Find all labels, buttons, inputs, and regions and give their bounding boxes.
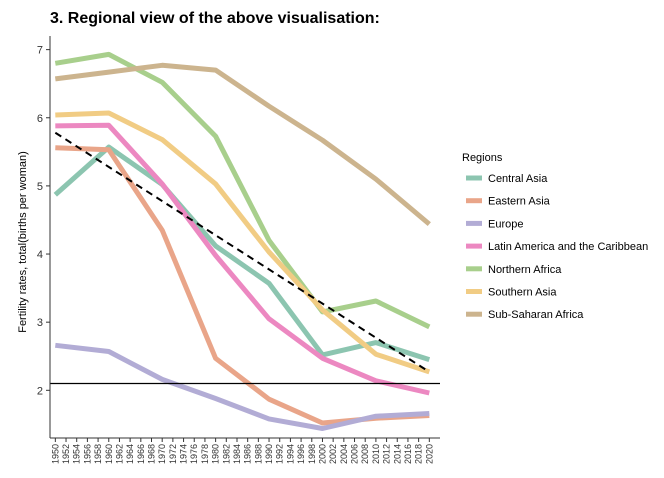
- x-tick-label: 2010: [371, 444, 381, 464]
- x-tick-label: 1984: [232, 444, 242, 464]
- legend-label-1: Eastern Asia: [488, 196, 551, 208]
- legend: Regions Central Asia Eastern Asia Europe Lat…: [462, 152, 648, 321]
- series-line-6: [54, 62, 431, 227]
- x-tick-label: 1964: [125, 444, 135, 464]
- x-tick-label: 1966: [136, 444, 146, 464]
- legend-label-6: Sub-Saharan Africa: [488, 309, 584, 321]
- x-tick-label: 1968: [147, 444, 157, 464]
- x-tick-label: 1952: [61, 444, 71, 464]
- legend-title: Regions: [462, 152, 503, 164]
- x-tick-label: 1950: [50, 444, 60, 464]
- x-tick-label: 2006: [350, 444, 360, 464]
- legend-label-5: Southern Asia: [488, 287, 557, 299]
- x-tick-label: 1974: [179, 444, 189, 464]
- x-tick-label: 1986: [243, 444, 253, 464]
- x-tick-label: 2000: [317, 444, 327, 464]
- x-tick-label: 1956: [82, 444, 92, 464]
- y-tick-label: 6: [37, 113, 43, 125]
- x-tick-label: 2018: [414, 444, 424, 464]
- x-tick-label: 1990: [264, 444, 274, 464]
- y-tick-label: 4: [37, 249, 43, 261]
- series-line-3: [55, 122, 430, 396]
- x-tick-label: 2008: [360, 444, 370, 464]
- legend-label-3: Latin America and the Caribbean: [488, 241, 648, 253]
- legend-label-4: Northern Africa: [488, 264, 562, 276]
- x-tick-label: 2002: [328, 444, 338, 464]
- series-line-5: [55, 110, 431, 375]
- y-tick-label: 3: [37, 317, 43, 329]
- x-tick-label: 1958: [93, 444, 103, 464]
- x-tick-label: 1980: [211, 444, 221, 464]
- legend-label-0: Central Asia: [488, 173, 548, 185]
- x-tick-label: 2020: [424, 444, 434, 464]
- trend-line: [54, 131, 430, 373]
- series-line-4: [54, 51, 431, 330]
- legend-label-2: Europe: [488, 218, 523, 230]
- x-tick-label: 1996: [296, 444, 306, 464]
- x-tick-label: 1992: [275, 444, 285, 464]
- x-tick-label: 1988: [253, 444, 263, 464]
- chart-title: 3. Regional view of the above visualisat…: [50, 10, 380, 27]
- y-tick-label: 2: [37, 385, 43, 397]
- y-tick-label: 5: [37, 181, 43, 193]
- x-tick-label: 2004: [339, 444, 349, 464]
- x-tick-label: 1954: [72, 444, 82, 464]
- x-tick-label: 1962: [114, 444, 124, 464]
- x-tick-label: 1960: [104, 444, 114, 464]
- series-line-2: [55, 342, 430, 431]
- plot-lines: [50, 51, 440, 431]
- x-tick-label: 1972: [168, 444, 178, 464]
- x-tick-label: 2016: [403, 444, 413, 464]
- x-tick-label: 1982: [221, 444, 231, 464]
- y-tick-label: 7: [37, 45, 43, 57]
- x-tick-label: 2014: [392, 444, 402, 464]
- x-tick-label: 1970: [157, 444, 167, 464]
- x-tick-label: 1978: [200, 444, 210, 464]
- x-tick-label: 1998: [307, 444, 317, 464]
- x-tick-label: 1994: [285, 444, 295, 464]
- x-tick-label: 2012: [382, 444, 392, 464]
- x-tick-label: 1976: [189, 444, 199, 464]
- y-axis-title: Fertility rates, total(births per woman): [17, 151, 29, 333]
